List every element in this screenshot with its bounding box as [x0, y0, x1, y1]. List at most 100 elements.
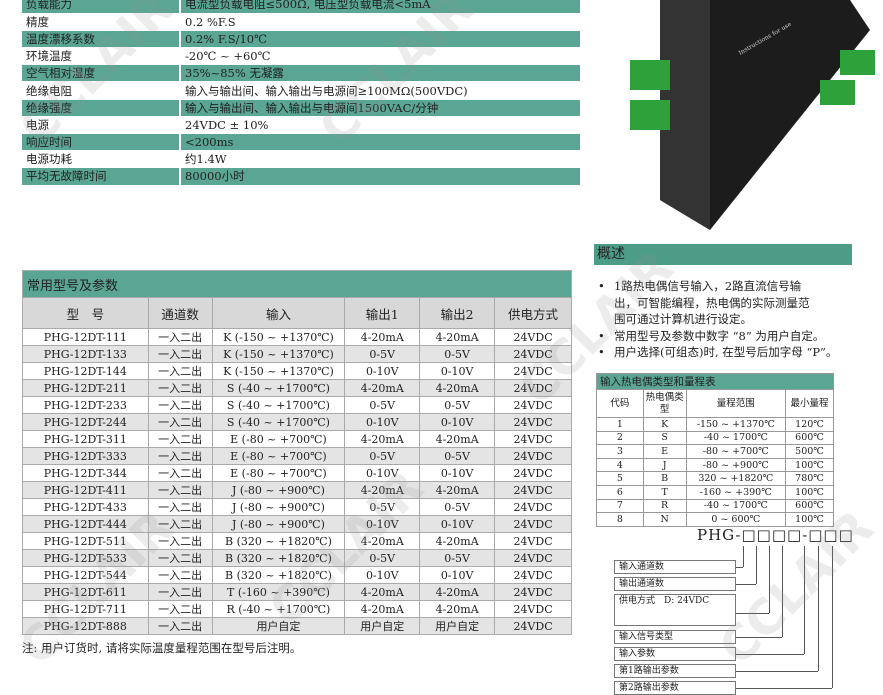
table-cell: 一入二出 — [147, 362, 213, 380]
table-cell: 0-5V — [419, 498, 496, 516]
table-cell: 0-10V — [344, 515, 421, 533]
spec-value: <200ms — [180, 133, 580, 152]
table-cell: PHG-12DT-511 — [22, 532, 149, 550]
spec-label: 精度 — [22, 13, 181, 31]
table-cell: PHG-12DT-611 — [22, 583, 149, 601]
table-cell: 6 — [596, 484, 644, 500]
models-table: 常用型号及参数 型 号通道数 输入 输出1 输出2 供电方式 PHG-12DT-111 一… — [22, 270, 572, 635]
table-row: PHG-12DT-133 一入二出 K (-150 ~ +1370℃) 0-5V 0-5… — [22, 345, 572, 363]
column-header: 代码 — [596, 389, 644, 418]
table-cell: 100℃ — [785, 512, 834, 527]
spec-row: 平均无故障时间 80000小时 — [22, 167, 580, 186]
table-row: PHG-12DT-511 一入二出 B (320 ~ +1820℃) 4-20mA 4-… — [22, 532, 572, 550]
table-cell: E (-80 ~ +700℃) — [211, 447, 346, 465]
connector-line — [736, 671, 818, 672]
table-cell: 4-20mA — [344, 430, 421, 448]
code-field-label: 输入参数 — [614, 647, 736, 661]
table-cell: 0-5V — [419, 447, 496, 465]
table-cell: 24VDC — [494, 413, 572, 431]
connector-line — [736, 637, 782, 638]
spec-table: 负载能力 电流型负载电阻≤500Ω, 电压型负载电流<5mA 精度 0.2 %F.S 温… — [22, 0, 580, 186]
table-cell: PHG-12DT-111 — [22, 328, 149, 346]
table-cell: 24VDC — [494, 379, 572, 397]
table-cell: 24VDC — [494, 498, 572, 516]
connector-line — [736, 688, 832, 689]
overview-bullet: 常用型号及参数中数字 “8” 为用户自定。 — [598, 328, 883, 345]
table-cell: 0-10V — [419, 362, 496, 380]
spec-row: 空气相对湿度 35%~85% 无凝露 — [22, 64, 580, 83]
table-cell: 7 — [596, 498, 644, 514]
code-field-label: 第1路输出参数 — [614, 664, 736, 678]
table-row: PHG-12DT-444 一入二出 J (-80 ~ +900℃) 0-10V 0-10… — [22, 515, 572, 533]
table-cell: 一入二出 — [147, 328, 213, 346]
table-cell: J (-80 ~ +900℃) — [211, 481, 346, 499]
table-cell: 4-20mA — [344, 481, 421, 499]
table-cell: 24VDC — [494, 447, 572, 465]
spec-label: 绝缘电阻 — [22, 81, 181, 100]
table-cell: K (-150 ~ +1370℃) — [211, 328, 346, 346]
table-cell: E (-80 ~ +700℃) — [211, 464, 346, 482]
table-cell: 24VDC — [494, 617, 572, 635]
table-row: 4 J -80 ~ +900℃ 100℃ — [596, 457, 834, 473]
table-cell: 0-10V — [419, 413, 496, 431]
table-cell: 24VDC — [494, 600, 572, 618]
column-header: 供电方式 — [494, 297, 572, 329]
table-row: PHG-12DT-111 一入二出 K (-150 ~ +1370℃) 4-20mA 4… — [22, 328, 572, 346]
table-row: PHG-12DT-233 一入二出 S (-40 ~ +1700℃) 0-5V 0-5V… — [22, 396, 572, 414]
table-cell: 0-5V — [419, 396, 496, 414]
table-row: 6 T -160 ~ +390℃ 100℃ — [596, 484, 834, 500]
spec-label: 绝缘强度 — [22, 99, 181, 117]
tc-table-title: 输入热电偶类型和量程表 — [596, 373, 834, 390]
table-cell: 4-20mA — [419, 328, 496, 346]
table-row: PHG-12DT-333 一入二出 E (-80 ~ +700℃) 0-5V 0-5V 2… — [22, 447, 572, 465]
spec-row: 精度 0.2 %F.S — [22, 13, 580, 31]
table-cell: 3 — [596, 444, 644, 459]
table-cell: 4-20mA — [419, 481, 496, 499]
table-cell: 120℃ — [785, 417, 834, 432]
table-cell: -40 ~ 1700℃ — [685, 498, 787, 514]
table-cell: 0-10V — [344, 464, 421, 482]
overview-bullet: 用户选择(可组态)时, 在型号后加字母 “P”。 — [598, 344, 883, 361]
table-cell: T — [642, 484, 687, 500]
table-cell: 一入二出 — [147, 345, 213, 363]
table-cell: PHG-12DT-233 — [22, 396, 149, 414]
table-cell: PHG-12DT-244 — [22, 413, 149, 431]
table-cell: 4-20mA — [419, 532, 496, 550]
table-cell: 2 — [596, 430, 644, 446]
table-cell: 100℃ — [785, 457, 834, 473]
table-cell: 0-10V — [419, 464, 496, 482]
table-cell: -150 ~ +1370℃ — [685, 417, 787, 432]
spec-value: 0.2 %F.S — [180, 13, 580, 31]
table-cell: 0-5V — [419, 345, 496, 363]
overview-title: 概述 — [594, 244, 852, 265]
table-cell: -80 ~ +700℃ — [685, 444, 787, 459]
models-table-title: 常用型号及参数 — [22, 270, 572, 298]
connector-line — [756, 546, 757, 584]
table-row: PHG-12DT-711 一入二出 R (-40 ~ +1700℃) 4-20mA 4-… — [22, 600, 572, 618]
table-cell: 24VDC — [494, 396, 572, 414]
table-cell: 用户自定 — [344, 617, 421, 635]
table-row: PHG-12DT-244 一入二出 S (-40 ~ +1700℃) 0-10V 0-1… — [22, 413, 572, 431]
connector-line — [782, 546, 783, 637]
table-row: 3 E -80 ~ +700℃ 500℃ — [596, 444, 834, 459]
table-cell: J — [642, 457, 687, 473]
table-row: PHG-12DT-544 一入二出 B (320 ~ +1820℃) 0-10V 0-1… — [22, 566, 572, 584]
spec-label: 平均无故障时间 — [22, 167, 181, 186]
column-header: 最小量程 — [785, 389, 834, 418]
table-cell: 一入二出 — [147, 396, 213, 414]
table-cell: K (-150 ~ +1370℃) — [211, 345, 346, 363]
column-header: 型 号 — [22, 297, 149, 329]
table-cell: 一入二出 — [147, 617, 213, 635]
table-cell: B — [642, 471, 687, 486]
table-cell: 0-5V — [344, 549, 421, 567]
table-row: PHG-12DT-433 一入二出 J (-80 ~ +900℃) 0-5V 0-5V 2… — [22, 498, 572, 516]
table-cell: 一入二出 — [147, 481, 213, 499]
table-row: PHG-12DT-144 一入二出 K (-150 ~ +1370℃) 0-10V 0-… — [22, 362, 572, 380]
table-cell: 一入二出 — [147, 379, 213, 397]
table-row: 5 B 320 ~ +1820℃ 780℃ — [596, 471, 834, 486]
spec-row: 绝缘电阻 输入与输出间、输入输出与电源间≥100MΩ(500VDC) — [22, 81, 580, 100]
table-cell: 一入二出 — [147, 464, 213, 482]
spec-label: 负载能力 — [22, 0, 181, 14]
connector-line — [736, 567, 743, 568]
thermocouple-table: 输入热电偶类型和量程表 代码 热电偶类型 量程范围 最小量程 1 K -150 ~ +13… — [596, 373, 834, 527]
